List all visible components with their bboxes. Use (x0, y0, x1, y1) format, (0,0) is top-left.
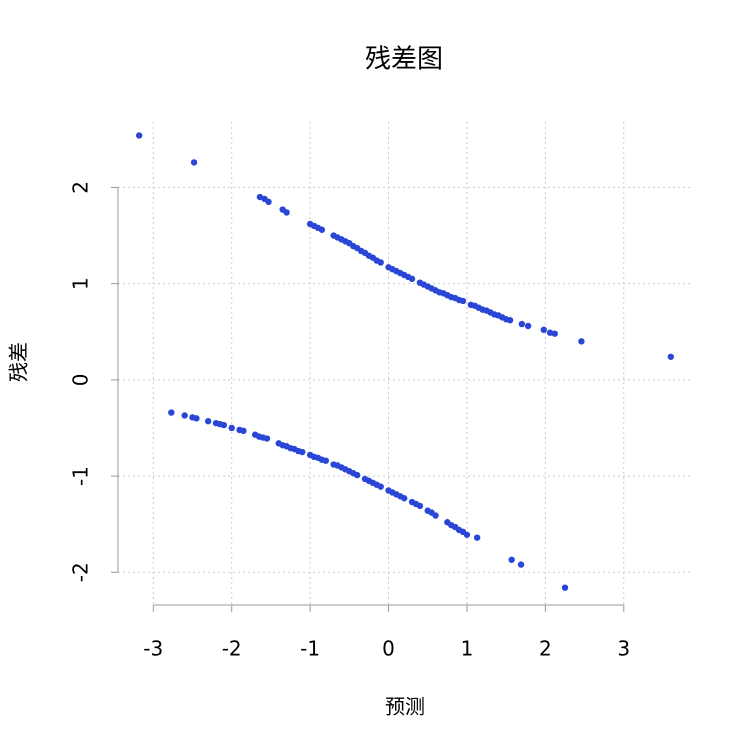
point (459, 297, 467, 305)
point (220, 421, 228, 429)
y-axis-label: 残差 (7, 342, 31, 382)
point (135, 132, 143, 139)
point (401, 495, 408, 502)
x-tick-label: 2 (539, 637, 552, 661)
x-tick-label: 1 (461, 637, 474, 661)
point (408, 275, 416, 283)
point (578, 338, 585, 345)
point (518, 320, 526, 328)
point (416, 502, 424, 510)
x-tick-label: -1 (300, 637, 320, 661)
point (353, 471, 361, 479)
point (190, 159, 198, 166)
point (318, 226, 326, 233)
point (283, 209, 290, 216)
point (463, 531, 471, 538)
x-tick-label: 0 (382, 637, 395, 661)
y-tick-label: -1 (69, 466, 93, 486)
point (204, 418, 212, 425)
y-tick-label: 0 (69, 373, 93, 386)
point (561, 584, 569, 591)
point (193, 415, 200, 422)
point (473, 534, 481, 541)
x-tick-label: -2 (222, 637, 242, 661)
point (551, 330, 558, 337)
chart-title: 残差图 (365, 45, 443, 75)
point (168, 409, 175, 416)
point (228, 424, 235, 432)
y-tick-label: -2 (69, 562, 93, 582)
point (299, 448, 306, 456)
point (524, 322, 532, 330)
x-tick-label: 3 (617, 637, 630, 661)
point (517, 561, 525, 568)
y-tick-label: 2 (69, 181, 93, 194)
point (506, 317, 514, 324)
x-tick-label: -3 (143, 637, 163, 661)
point (322, 457, 330, 464)
point (240, 427, 247, 435)
point (181, 412, 188, 419)
y-tick-label: 1 (69, 277, 93, 290)
point (667, 353, 675, 360)
point (540, 326, 547, 334)
point (377, 483, 384, 490)
point (265, 198, 272, 206)
x-axis-label: 预测 (385, 695, 425, 719)
point (263, 435, 271, 442)
point (432, 512, 439, 519)
point (377, 259, 384, 266)
point (508, 556, 515, 563)
